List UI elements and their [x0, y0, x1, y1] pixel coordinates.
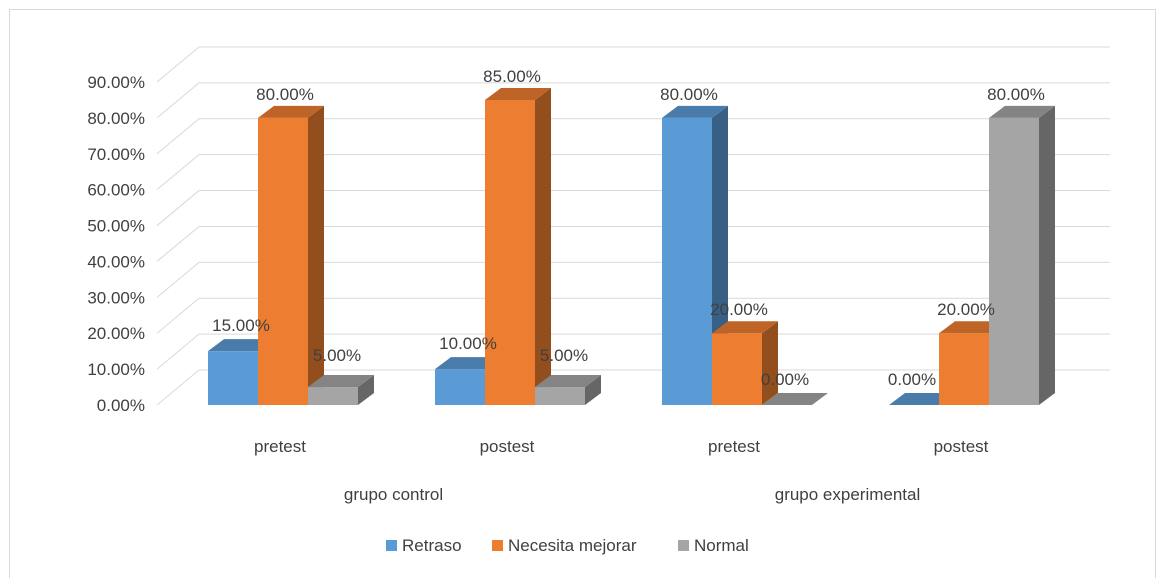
- bar-top: [535, 375, 601, 388]
- gridlines: [156, 46, 1110, 406]
- y-tick-label: 70.00%: [87, 145, 145, 164]
- bar-top: [762, 393, 828, 405]
- chart-frame: [9, 9, 1156, 578]
- bar-normal-front: [308, 387, 358, 405]
- bar-top: [889, 393, 955, 405]
- y-tick-label: 80.00%: [87, 109, 145, 128]
- bars: [208, 87, 1055, 405]
- bar-necesita-mejorar-front: [939, 333, 989, 405]
- y-axis-ticks: 0.00% 10.00% 20.00% 30.00% 40.00% 50.00% 60.00…: [87, 73, 145, 415]
- y-tick-label: 30.00%: [87, 288, 145, 307]
- legend-label: Retraso: [402, 536, 462, 555]
- legend: Retraso Necesita mejorar Normal: [386, 536, 749, 555]
- gridline: [156, 261, 1110, 298]
- x-group-label: grupo experimental: [775, 485, 921, 504]
- x-category-label: postest: [934, 437, 989, 456]
- x-group-label: grupo control: [344, 485, 443, 504]
- data-label: 80.00%: [660, 85, 718, 104]
- bar-top: [258, 105, 324, 118]
- data-label: 0.00%: [761, 370, 809, 389]
- y-tick-label: 60.00%: [87, 181, 145, 200]
- bar-side: [585, 375, 601, 405]
- x-category-label: postest: [480, 437, 535, 456]
- bar-necesita-mejorar-front: [258, 117, 308, 405]
- bar-top: [435, 357, 501, 370]
- data-label: 20.00%: [710, 300, 768, 319]
- legend-label: Necesita mejorar: [508, 536, 637, 555]
- data-label: 80.00%: [256, 85, 314, 104]
- x-axis-groups: grupo control grupo experimental: [344, 485, 920, 504]
- bar-top: [662, 105, 728, 118]
- bar-top: [989, 105, 1055, 118]
- legend-swatch: [492, 540, 503, 551]
- data-label: 5.00%: [313, 346, 361, 365]
- data-label: 85.00%: [483, 67, 541, 86]
- gridline: [156, 154, 1110, 191]
- y-tick-label: 20.00%: [87, 324, 145, 343]
- bar-top: [485, 87, 551, 100]
- legend-swatch: [678, 540, 689, 551]
- data-label: 80.00%: [987, 85, 1045, 104]
- data-label: 10.00%: [439, 334, 497, 353]
- bar-top: [308, 375, 374, 388]
- bar-top: [208, 339, 274, 352]
- bar-necesita-mejorar-front: [485, 99, 535, 405]
- gridline: [156, 297, 1110, 334]
- gridline: [156, 369, 1110, 406]
- y-tick-label: 10.00%: [87, 360, 145, 379]
- x-category-label: pretest: [708, 437, 760, 456]
- bar-normal-front: [989, 117, 1039, 405]
- y-tick-label: 40.00%: [87, 252, 145, 271]
- bar-side: [1039, 105, 1055, 405]
- gridline: [156, 333, 1110, 370]
- bar-normal-front: [535, 387, 585, 405]
- legend-swatch: [386, 540, 397, 551]
- bar-side: [308, 105, 324, 405]
- gridline: [156, 46, 1110, 83]
- bar-side: [535, 87, 551, 405]
- x-axis-categories: pretest postest pretest postest: [254, 437, 989, 456]
- data-label: 0.00%: [888, 370, 936, 389]
- data-label: 5.00%: [540, 346, 588, 365]
- data-label: 20.00%: [937, 300, 995, 319]
- bar-retraso-front: [662, 117, 712, 405]
- bar-top: [939, 321, 1005, 334]
- legend-label: Normal: [694, 536, 749, 555]
- bar-necesita-mejorar-front: [712, 333, 762, 405]
- y-tick-label: 50.00%: [87, 217, 145, 236]
- data-label: 15.00%: [212, 316, 270, 335]
- bar-retraso-front: [435, 369, 485, 405]
- bar-side: [762, 321, 778, 405]
- gridline: [156, 225, 1110, 262]
- bar-side: [358, 375, 374, 405]
- y-tick-label: 90.00%: [87, 73, 145, 92]
- data-labels: 15.00% 80.00% 5.00% 10.00% 85.00% 5.00% 80.00%…: [212, 67, 1045, 389]
- y-tick-label: 0.00%: [97, 396, 145, 415]
- gridline: [156, 190, 1110, 226]
- bar-retraso-front: [208, 351, 258, 405]
- x-category-label: pretest: [254, 437, 306, 456]
- gridline: [156, 118, 1110, 155]
- bar-top: [712, 321, 778, 334]
- gridline: [156, 82, 1110, 119]
